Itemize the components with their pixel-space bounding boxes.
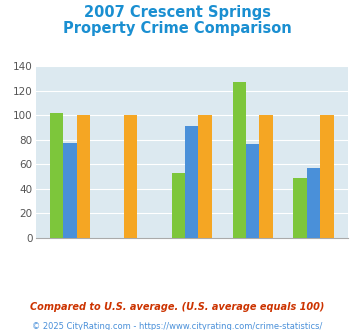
Text: Compared to U.S. average. (U.S. average equals 100): Compared to U.S. average. (U.S. average …	[30, 302, 325, 312]
Bar	[307, 168, 320, 238]
Bar	[171, 173, 185, 238]
Bar	[320, 115, 334, 238]
Bar	[185, 126, 198, 238]
Bar	[50, 113, 63, 238]
Bar	[246, 145, 260, 238]
Bar	[63, 143, 77, 238]
Text: 2007 Crescent Springs: 2007 Crescent Springs	[84, 5, 271, 20]
Text: © 2025 CityRating.com - https://www.cityrating.com/crime-statistics/: © 2025 CityRating.com - https://www.city…	[32, 322, 323, 330]
Bar	[124, 115, 137, 238]
Bar	[294, 178, 307, 238]
Text: Property Crime Comparison: Property Crime Comparison	[63, 21, 292, 36]
Bar	[198, 115, 212, 238]
Bar	[233, 82, 246, 238]
Bar	[260, 115, 273, 238]
Bar	[77, 115, 90, 238]
